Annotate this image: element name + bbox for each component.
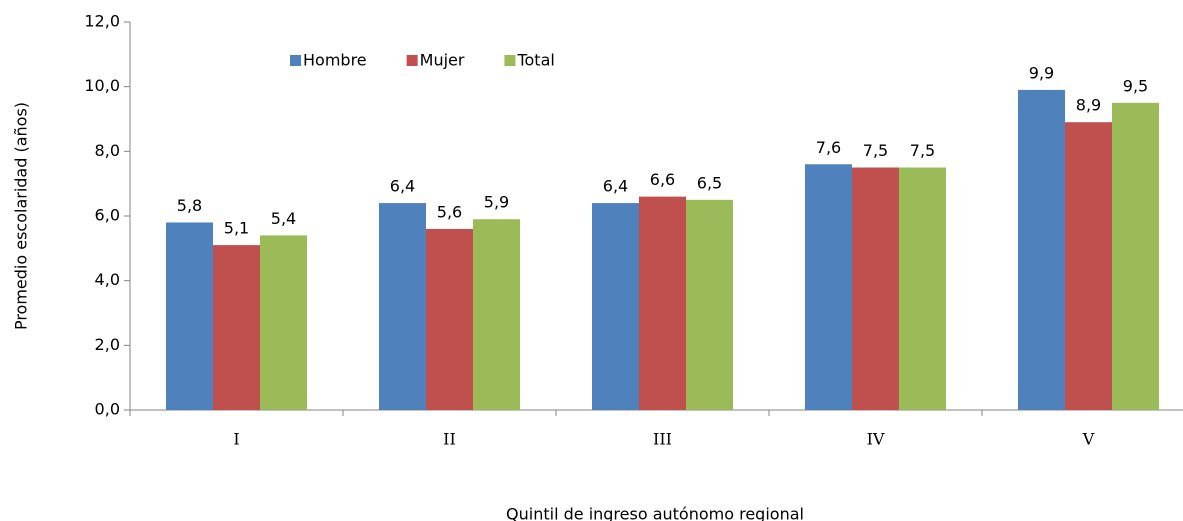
x-tick-label: II [443,430,456,449]
y-tick-label: 10,0 [84,76,120,95]
bar [899,167,946,410]
value-label: 6,4 [390,177,415,196]
value-label: 5,1 [224,219,249,238]
bar [1018,89,1065,411]
bar [260,235,307,410]
x-tick-label: III [653,430,672,449]
legend-label: Hombre [303,51,367,70]
legend-swatch [504,55,516,66]
bar [805,164,852,410]
legend-label: Mujer [420,51,465,70]
value-label: 6,5 [697,173,722,192]
bar [473,219,520,410]
x-tick-label: I [233,430,239,449]
x-tick-label: V [1082,430,1095,449]
x-axis-label: Quintil de ingreso autónomo regional [506,505,804,521]
bar [1112,102,1159,410]
bar [379,203,426,410]
bar [686,199,733,410]
legend-label: Total [516,51,554,70]
value-label: 5,8 [177,196,202,215]
value-label: 6,6 [650,170,675,189]
value-label: 9,9 [1029,63,1054,82]
x-tick-label: IV [867,430,885,449]
y-tick-label: 0,0 [95,400,120,419]
value-label: 9,5 [1123,76,1148,95]
y-tick-label: 6,0 [95,206,120,225]
legend-swatch [406,55,418,66]
y-tick-label: 12,0 [84,12,120,31]
value-label: 5,4 [271,209,296,228]
value-label: 6,4 [603,177,628,196]
bar [852,167,899,410]
value-label: 7,5 [863,141,888,160]
y-tick-label: 8,0 [95,141,120,160]
bar [213,245,260,410]
legend-swatch [290,55,301,66]
value-label: 5,6 [437,202,462,221]
y-tick-label: 4,0 [95,270,120,289]
value-label: 5,9 [484,193,509,212]
y-axis-label: Promedio escolaridad (años) [12,102,31,330]
bar [639,196,686,410]
bar [592,203,639,410]
value-label: 7,5 [910,141,935,160]
bar [1065,122,1112,410]
y-tick-label: 2,0 [95,335,120,354]
value-label: 8,9 [1076,96,1101,115]
bar [166,222,213,410]
bar [426,228,473,410]
value-label: 7,6 [816,138,841,157]
